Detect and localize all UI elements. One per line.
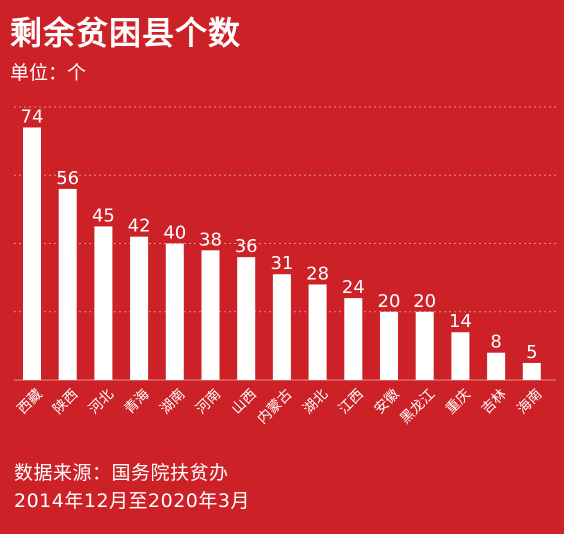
- x-tick-label: 内蒙古: [255, 386, 296, 427]
- x-tick-label: 河北: [86, 386, 117, 417]
- bar: [522, 362, 541, 380]
- data-label: 20: [413, 291, 436, 312]
- bar: [451, 332, 470, 380]
- x-tick-label: 河南: [193, 386, 224, 417]
- x-tick-label: 安徽: [371, 386, 402, 417]
- x-tick-label: 吉林: [479, 386, 510, 417]
- x-tick-label: 西藏: [14, 386, 45, 417]
- data-label: 38: [199, 229, 222, 250]
- data-label: 45: [92, 205, 115, 226]
- bar: [23, 127, 41, 380]
- x-tick-label: 江西: [336, 386, 367, 417]
- bar: [415, 311, 434, 380]
- bar: [58, 188, 77, 380]
- x-tick-label: 黑龙江: [397, 386, 438, 427]
- bar: [308, 284, 327, 380]
- bar: [272, 274, 291, 380]
- unit-label: 单位：个: [10, 62, 87, 84]
- x-tick-label: 山西: [229, 386, 260, 417]
- bar: [344, 298, 363, 380]
- source-note: 数据来源：国务院扶贫办: [14, 462, 229, 484]
- bar: [380, 311, 398, 380]
- data-label: 74: [21, 106, 44, 127]
- x-tick-label: 海南: [514, 386, 545, 417]
- period-note: 2014年12月至2020年3月: [14, 490, 250, 512]
- bar: [94, 226, 113, 380]
- data-label: 14: [449, 311, 472, 332]
- x-tick-label: 青海: [122, 386, 153, 417]
- chart-title: 剩余贫困县个数: [10, 14, 242, 52]
- data-label: 20: [378, 291, 401, 312]
- bar: [237, 257, 256, 380]
- bar: [130, 236, 149, 380]
- x-tick-label: 湖南: [157, 386, 188, 417]
- bar: [487, 352, 506, 380]
- data-label: 42: [128, 216, 151, 237]
- x-tick-label: 湖北: [300, 386, 331, 417]
- data-label: 40: [163, 223, 186, 244]
- x-tick-label: 重庆: [443, 386, 474, 417]
- data-label: 56: [56, 168, 79, 189]
- data-label: 31: [270, 253, 293, 274]
- data-label: 24: [342, 277, 365, 298]
- x-tick-label: 陕西: [50, 386, 81, 417]
- bar: [165, 243, 184, 380]
- data-label: 36: [235, 236, 258, 257]
- bar: [201, 250, 220, 380]
- data-label: 28: [306, 263, 329, 284]
- data-label: 5: [526, 342, 537, 363]
- data-label: 8: [490, 332, 501, 353]
